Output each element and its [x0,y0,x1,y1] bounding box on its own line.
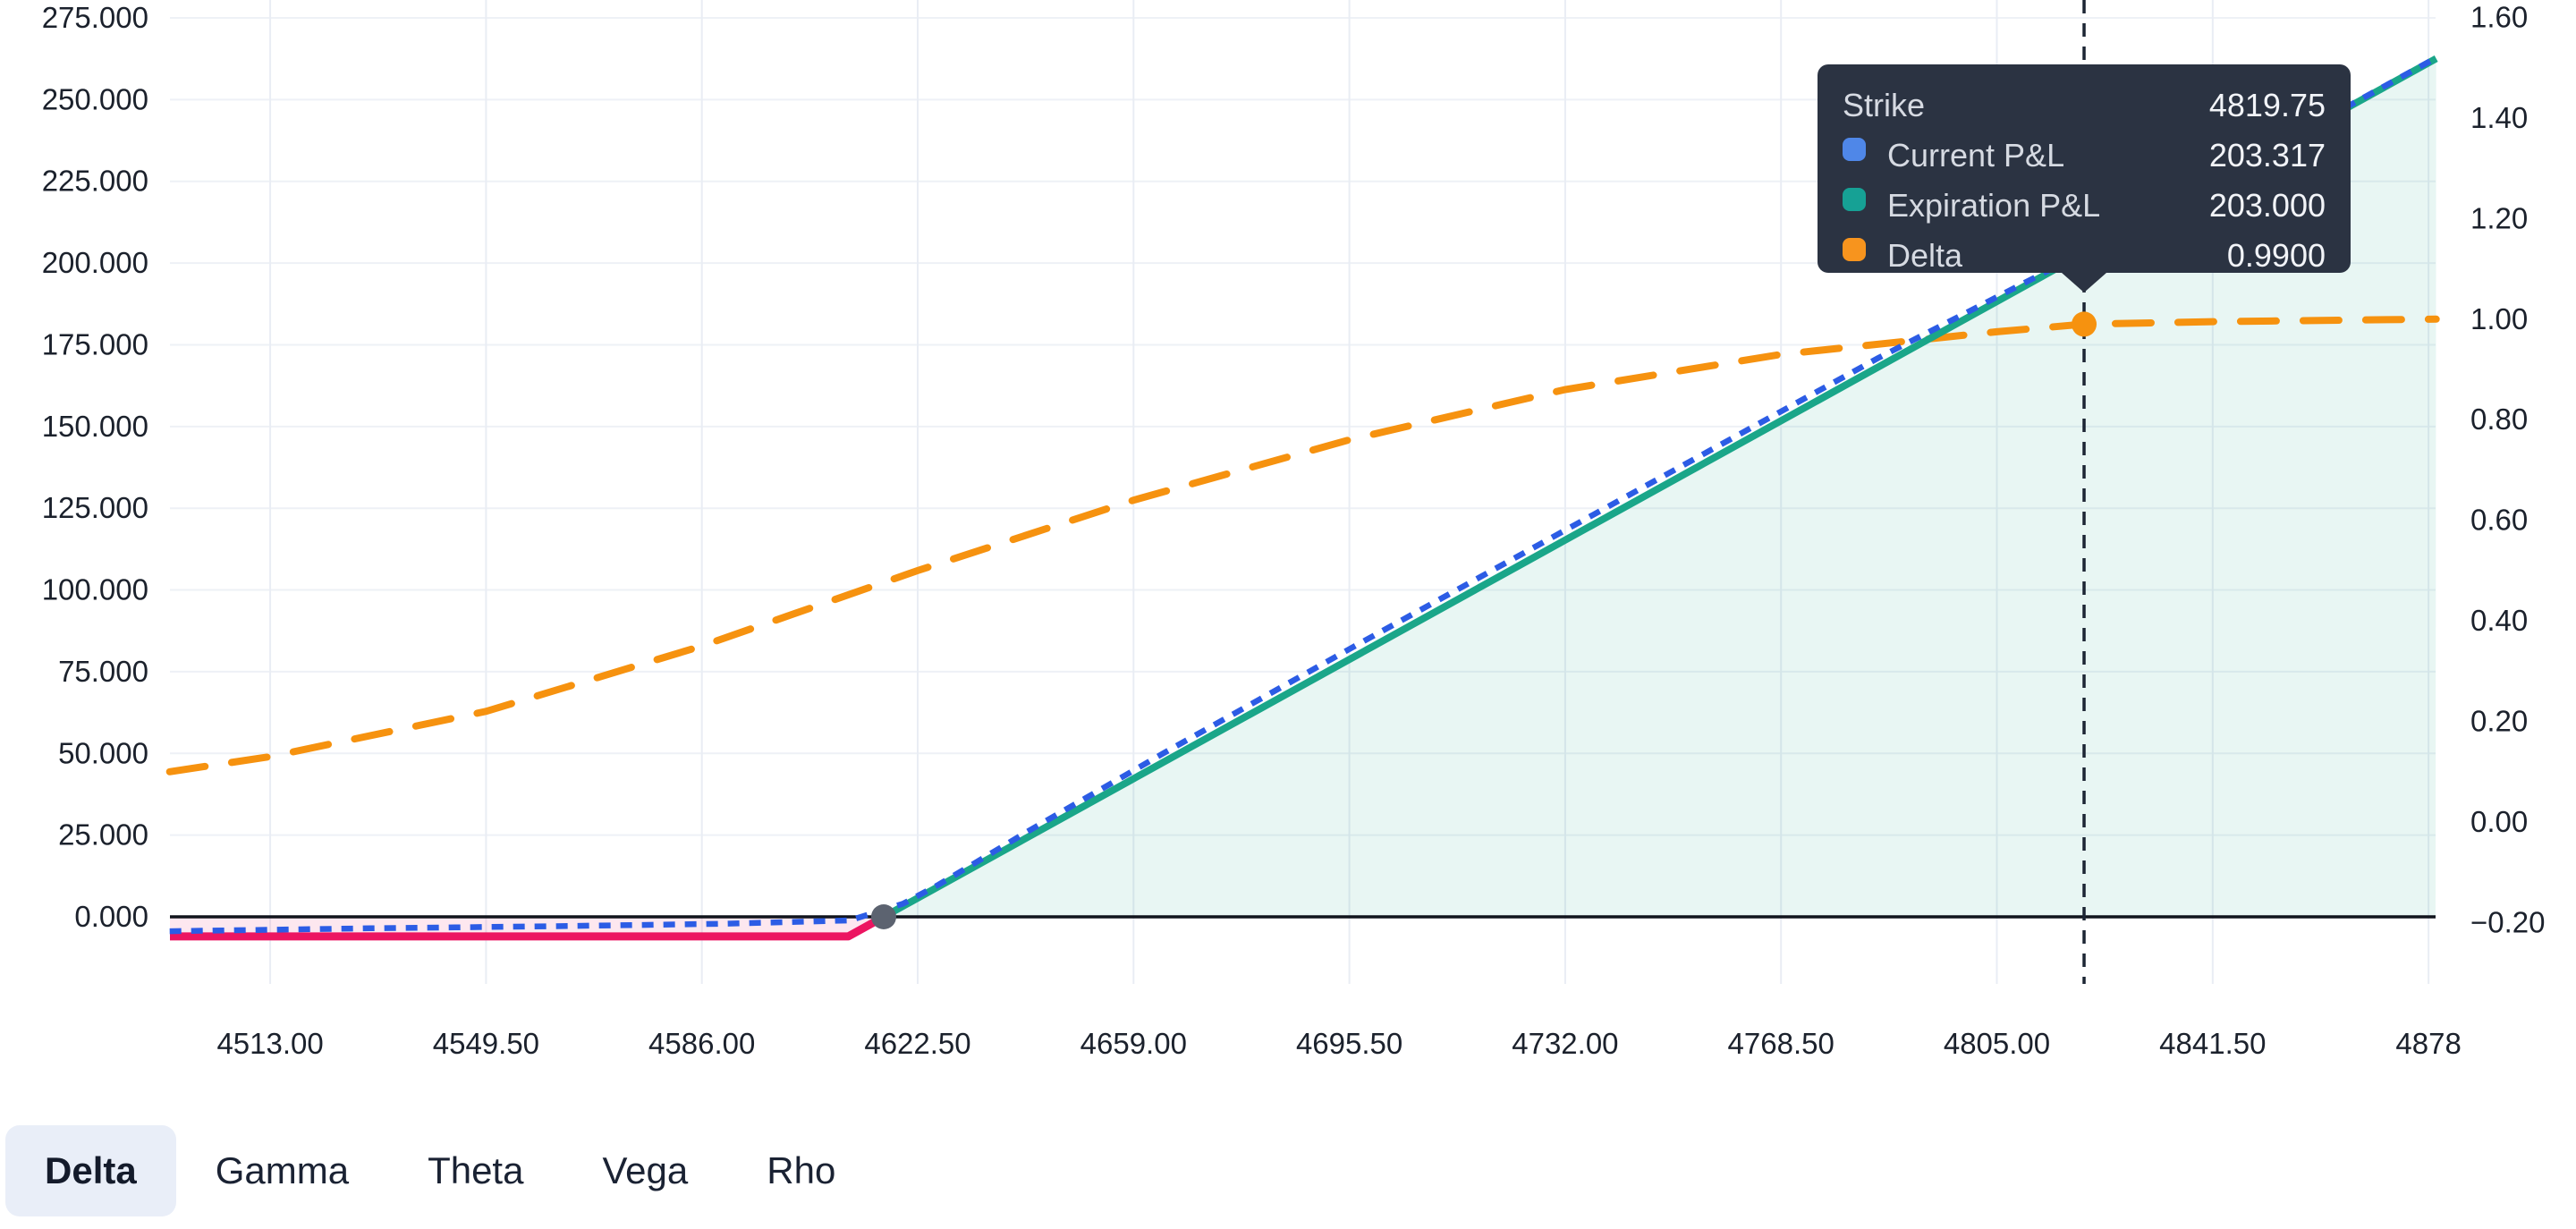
tooltip-series-swatch [1843,138,1866,161]
tooltip-body [1818,64,2351,273]
left-axis-tick: 125.000 [42,491,148,524]
breakeven-dot [870,904,896,929]
right-axis-tick: 1.40 [2470,101,2528,134]
left-axis-tick: 50.000 [58,736,148,769]
tooltip-row-label: Expiration P&L [1887,187,2100,224]
x-axis-tick: 4549.50 [433,1027,539,1060]
x-axis-tick: 4695.50 [1296,1027,1402,1060]
left-axis-tick: 175.000 [42,327,148,360]
right-axis-tick: −0.20 [2470,905,2546,938]
x-axis-tick: 4805.00 [1944,1027,2050,1060]
tooltip-row-value: 203.000 [2209,187,2326,224]
left-axis-tick: 100.000 [42,573,148,606]
greek-tabs: Delta Gamma Theta Vega Rho [5,1125,875,1217]
x-axis-tick: 4586.00 [648,1027,755,1060]
left-axis-tick: 225.000 [42,165,148,198]
tab-theta[interactable]: Theta [428,1149,524,1191]
x-axis-tick: 4841.50 [2159,1027,2266,1060]
delta-crosshair-dot [2072,311,2097,337]
tab-gamma[interactable]: Gamma [215,1149,350,1191]
x-axis-tick: 4732.00 [1512,1027,1618,1060]
left-axis-tick: 0.000 [74,900,148,933]
x-axis-tick: 4659.00 [1080,1027,1187,1060]
left-axis-tick: 150.000 [42,410,148,443]
right-axis-tick: 1.20 [2470,201,2528,234]
crosshair-tooltip: Strike 4819.75 Current P&L 203.317 Expiratio… [1818,64,2351,292]
tooltip-row-value: 203.317 [2209,137,2326,174]
tooltip-row-value: 0.9900 [2227,237,2326,274]
tooltip-series-swatch [1843,238,1866,261]
right-axis-tick: 0.00 [2470,805,2528,838]
left-axis-tick: 75.000 [58,655,148,688]
left-axis-tick: 25.000 [58,818,148,852]
tooltip-row-label: Strike [1843,87,1925,123]
tooltip-row-value: 4819.75 [2209,87,2326,123]
x-axis-tick: 4513.00 [216,1027,323,1060]
x-axis-tick: 4878 [2395,1027,2461,1060]
right-axis-tick: 0.20 [2470,705,2528,738]
tab-rho[interactable]: Rho [767,1149,836,1191]
x-axis-tick: 4768.50 [1728,1027,1835,1060]
expiration-pnl-loss-segment [170,913,886,941]
tooltip-row-label: Current P&L [1887,137,2064,174]
tooltip-notch [2062,273,2107,292]
right-axis-tick: 1.00 [2470,302,2528,335]
tooltip-row-label: Delta [1887,237,1963,274]
gridlines [170,0,2436,984]
pnl-delta-chart[interactable]: 275.000 250.000 225.000 200.000 175.000 150.0… [0,0,2576,1082]
tooltip-series-swatch [1843,188,1866,211]
axis-labels: 275.000 250.000 225.000 200.000 175.000 150.0… [42,0,2546,1060]
right-axis-tick: 0.40 [2470,604,2528,637]
left-axis-tick: 275.000 [42,1,148,34]
left-axis-tick: 250.000 [42,82,148,115]
left-axis-tick: 200.000 [42,246,148,279]
right-axis-tick: 0.60 [2470,504,2528,537]
right-axis-tick: 1.60 [2470,0,2528,33]
tab-vega[interactable]: Vega [602,1149,689,1191]
right-axis-tick: 0.80 [2470,403,2528,436]
tab-delta[interactable]: Delta [5,1125,176,1217]
x-axis-tick: 4622.50 [864,1027,970,1060]
